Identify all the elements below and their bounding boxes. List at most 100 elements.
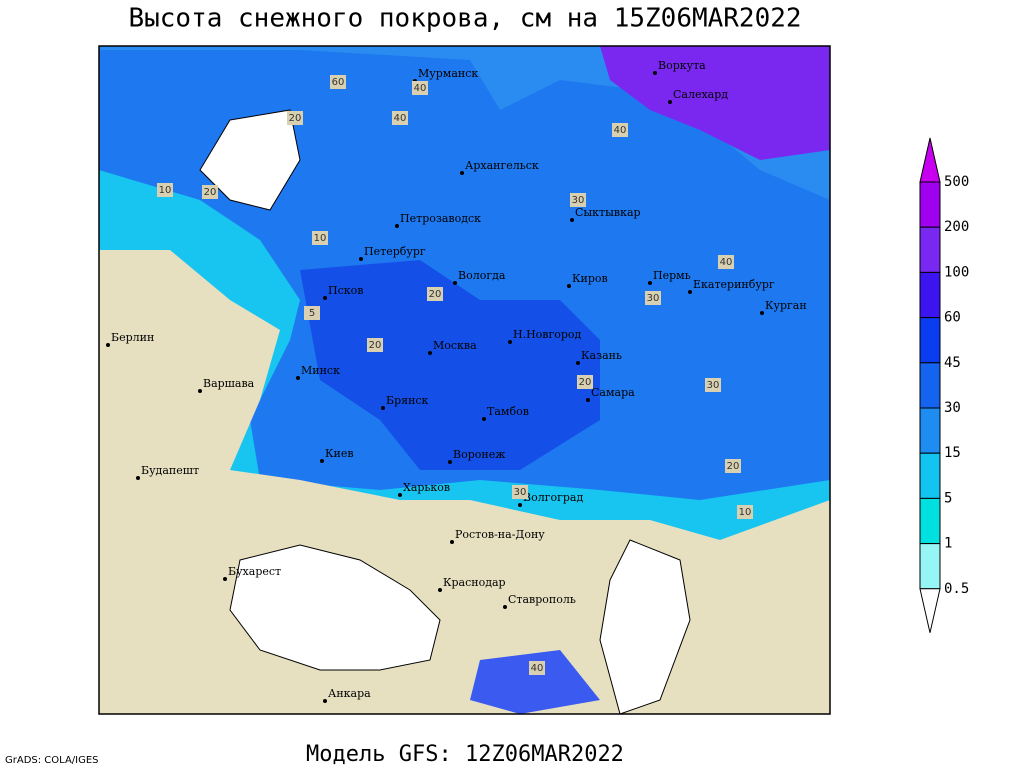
city-dot xyxy=(438,588,442,592)
city-dot xyxy=(198,389,202,393)
city-dot xyxy=(653,71,657,75)
city-dot xyxy=(106,343,110,347)
colorbar-label: 45 xyxy=(944,355,961,371)
model-footer: Модель GFS: 12Z06MAR2022 xyxy=(306,742,624,767)
city-dot xyxy=(503,605,507,609)
contour-label: 20 xyxy=(204,187,217,198)
contour-label: 40 xyxy=(531,663,544,674)
colorbar-label: 30 xyxy=(944,400,961,416)
colorbar-label: 200 xyxy=(944,219,969,235)
contour-label: 30 xyxy=(572,195,585,206)
city-label: Самара xyxy=(591,386,635,399)
city-label: Архангельск xyxy=(465,159,539,172)
colorbar-segment xyxy=(919,497,941,545)
contour-label-box xyxy=(612,123,628,137)
city-dot xyxy=(381,406,385,410)
colorbar-label: 1 xyxy=(944,536,952,552)
city-dot xyxy=(570,218,574,222)
city-dot xyxy=(223,577,227,581)
colorbar-segment xyxy=(919,362,941,409)
contour-label-box xyxy=(202,185,218,199)
city-label: Анкара xyxy=(328,687,371,700)
contour-label: 40 xyxy=(614,125,627,136)
contour-label-box xyxy=(304,306,320,320)
city-dot xyxy=(320,459,324,463)
city-label: Казань xyxy=(581,349,622,362)
city-dot xyxy=(136,476,140,480)
city-label: Н.Новгород xyxy=(513,328,582,341)
colorbar-cap-top xyxy=(919,137,941,183)
colorbar-segment xyxy=(919,543,941,590)
city-dot xyxy=(567,284,571,288)
contour-label-box xyxy=(412,81,428,95)
city-dot xyxy=(395,224,399,228)
contour-label-box xyxy=(392,111,408,125)
snow-deep xyxy=(600,46,830,160)
city-label: Сыктывкар xyxy=(575,206,641,219)
contour-label-box xyxy=(705,378,721,392)
city-dot xyxy=(576,361,580,365)
contour-label-box xyxy=(529,661,545,675)
colorbar-cap-bottom xyxy=(919,588,941,633)
city-dot xyxy=(296,376,300,380)
city-label: Екатеринбург xyxy=(693,278,775,291)
city-label: Ростов-на-Дону xyxy=(455,528,545,541)
city-dot xyxy=(428,351,432,355)
city-dot xyxy=(508,340,512,344)
contour-label: 30 xyxy=(647,293,660,304)
city-dot xyxy=(398,493,402,497)
city-label: Пермь xyxy=(653,269,691,282)
contour-label: 20 xyxy=(579,377,592,388)
contour-label: 30 xyxy=(707,380,720,391)
contour-label-box xyxy=(737,505,753,519)
city-label: Волгоград xyxy=(523,491,583,504)
city-label: Москва xyxy=(433,339,477,352)
contour-label-box xyxy=(512,485,528,499)
city-label: Салехард xyxy=(673,88,728,101)
contour-label-box xyxy=(577,375,593,389)
city-label: Харьков xyxy=(403,481,450,494)
colorbar-segment xyxy=(919,271,941,319)
contour-label: 60 xyxy=(332,77,345,88)
city-dot xyxy=(648,281,652,285)
colorbar-label: 0.5 xyxy=(944,581,969,597)
contour-label: 10 xyxy=(314,233,327,244)
colorbar-label: 5 xyxy=(944,490,952,506)
map-frame xyxy=(98,45,831,715)
city-label: Берлин xyxy=(111,331,154,344)
snow-caucasus xyxy=(470,650,600,714)
city-label: Петрозаводск xyxy=(400,212,481,225)
city-label: Краснодар xyxy=(443,576,506,589)
city-label: Мурманск xyxy=(418,67,478,80)
city-dot xyxy=(586,398,590,402)
city-dot xyxy=(688,290,692,294)
city-dot xyxy=(323,699,327,703)
contour-label-box xyxy=(718,255,734,269)
city-dot xyxy=(482,417,486,421)
colorbar-segment xyxy=(919,226,941,273)
colorbar-segment xyxy=(919,452,941,499)
contour-label-box xyxy=(312,231,328,245)
contour-label: 20 xyxy=(289,113,302,124)
contour-label: 10 xyxy=(739,507,752,518)
contour-label: 20 xyxy=(369,340,382,351)
contour-label: 40 xyxy=(414,83,427,94)
caspian-sea xyxy=(599,539,691,714)
colorbar-label: 60 xyxy=(944,310,961,326)
contour-label: 5 xyxy=(309,308,315,319)
city-label: Брянск xyxy=(386,394,429,407)
city-dot xyxy=(323,296,327,300)
baltic-sea xyxy=(199,109,301,211)
colorbar-label: 15 xyxy=(944,445,961,461)
contour-label: 20 xyxy=(727,461,740,472)
snow-core xyxy=(300,260,600,470)
colorbar-label: 500 xyxy=(944,174,969,190)
contour-label: 10 xyxy=(159,185,172,196)
city-label: Псков xyxy=(328,284,363,297)
city-label: Тамбов xyxy=(487,405,529,418)
city-label: Киров xyxy=(572,272,608,285)
city-label: Будапешт xyxy=(141,464,199,477)
contour-label-box xyxy=(570,193,586,207)
colorbar-segment xyxy=(919,317,941,364)
